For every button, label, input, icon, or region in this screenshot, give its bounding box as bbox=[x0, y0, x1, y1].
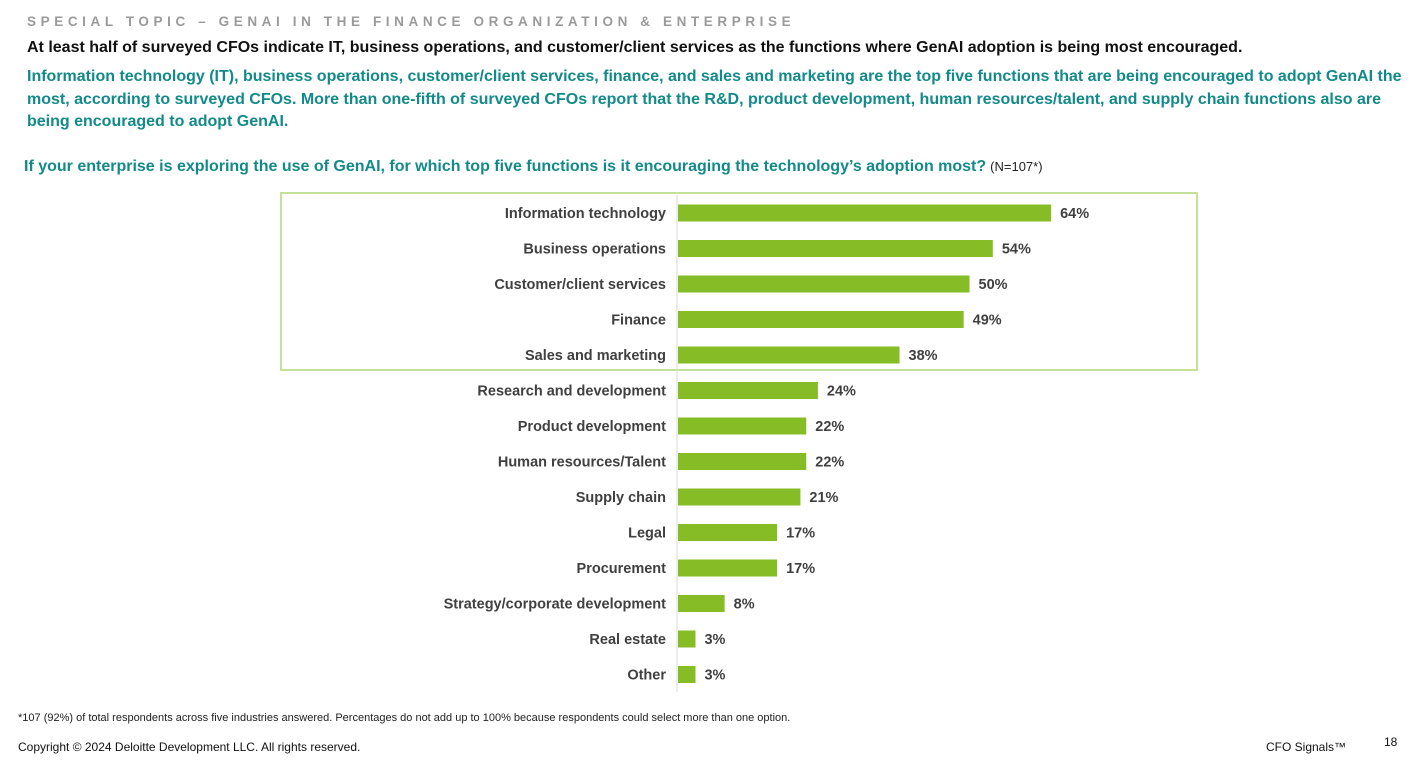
category-label: Finance bbox=[611, 313, 666, 329]
bar bbox=[678, 346, 900, 364]
brand-name: CFO Signals™ bbox=[1266, 740, 1347, 754]
top-five-highlight-box bbox=[280, 192, 1198, 371]
bar-value-label: 38% bbox=[909, 348, 938, 364]
category-label: Research and development bbox=[477, 384, 666, 400]
category-label: Information technology bbox=[505, 206, 666, 222]
bar bbox=[678, 240, 993, 257]
bar-value-label: 64% bbox=[1060, 206, 1089, 222]
category-label: Sales and marketing bbox=[525, 348, 666, 364]
bar-value-label: 3% bbox=[704, 632, 725, 648]
category-label: Customer/client services bbox=[494, 277, 666, 293]
category-label: Procurement bbox=[577, 561, 667, 577]
survey-question: If your enterprise is exploring the use … bbox=[24, 158, 1404, 176]
bar bbox=[678, 630, 696, 648]
bar bbox=[678, 275, 970, 293]
bar-value-label: 54% bbox=[1002, 242, 1031, 258]
bar bbox=[678, 311, 964, 328]
bar bbox=[678, 559, 778, 577]
copyright: Copyright © 2024 Deloitte Development LL… bbox=[18, 740, 361, 754]
headline: At least half of surveyed CFOs indicate … bbox=[27, 39, 1243, 56]
footnote: *107 (92%) of total respondents across f… bbox=[18, 712, 791, 724]
bar-value-label: 3% bbox=[704, 668, 725, 684]
category-label: Product development bbox=[518, 419, 666, 435]
bar bbox=[678, 453, 807, 470]
bar bbox=[678, 488, 801, 506]
bar bbox=[678, 204, 1052, 222]
bar bbox=[678, 595, 725, 612]
bar-value-label: 50% bbox=[979, 277, 1008, 293]
bar bbox=[678, 524, 778, 541]
bar-value-label: 24% bbox=[827, 384, 856, 400]
category-label: Legal bbox=[628, 526, 666, 542]
sample-size: (N=107*) bbox=[990, 159, 1043, 174]
eyebrow-title: SPECIAL TOPIC – GENAI IN THE FINANCE ORG… bbox=[27, 14, 796, 29]
bar-value-label: 22% bbox=[815, 419, 844, 435]
bar-value-label: 8% bbox=[734, 597, 755, 613]
bar bbox=[678, 382, 818, 399]
bar-value-label: 22% bbox=[815, 455, 844, 471]
page-number: 18 bbox=[1384, 735, 1398, 749]
bar-value-label: 21% bbox=[809, 490, 838, 506]
question-text: If your enterprise is exploring the use … bbox=[24, 158, 987, 175]
bar-value-label: 17% bbox=[786, 526, 815, 542]
category-label: Supply chain bbox=[576, 490, 666, 506]
bar bbox=[678, 417, 807, 435]
bar bbox=[678, 666, 696, 683]
category-label: Human resources/Talent bbox=[498, 455, 666, 471]
category-label: Other bbox=[627, 668, 666, 684]
category-label: Strategy/corporate development bbox=[444, 597, 667, 613]
category-label: Real estate bbox=[589, 632, 666, 648]
bar-value-label: 17% bbox=[786, 561, 815, 577]
subheadline: Information technology (IT), business op… bbox=[27, 68, 1402, 130]
category-label: Business operations bbox=[523, 242, 666, 258]
bar-value-label: 49% bbox=[973, 313, 1002, 329]
